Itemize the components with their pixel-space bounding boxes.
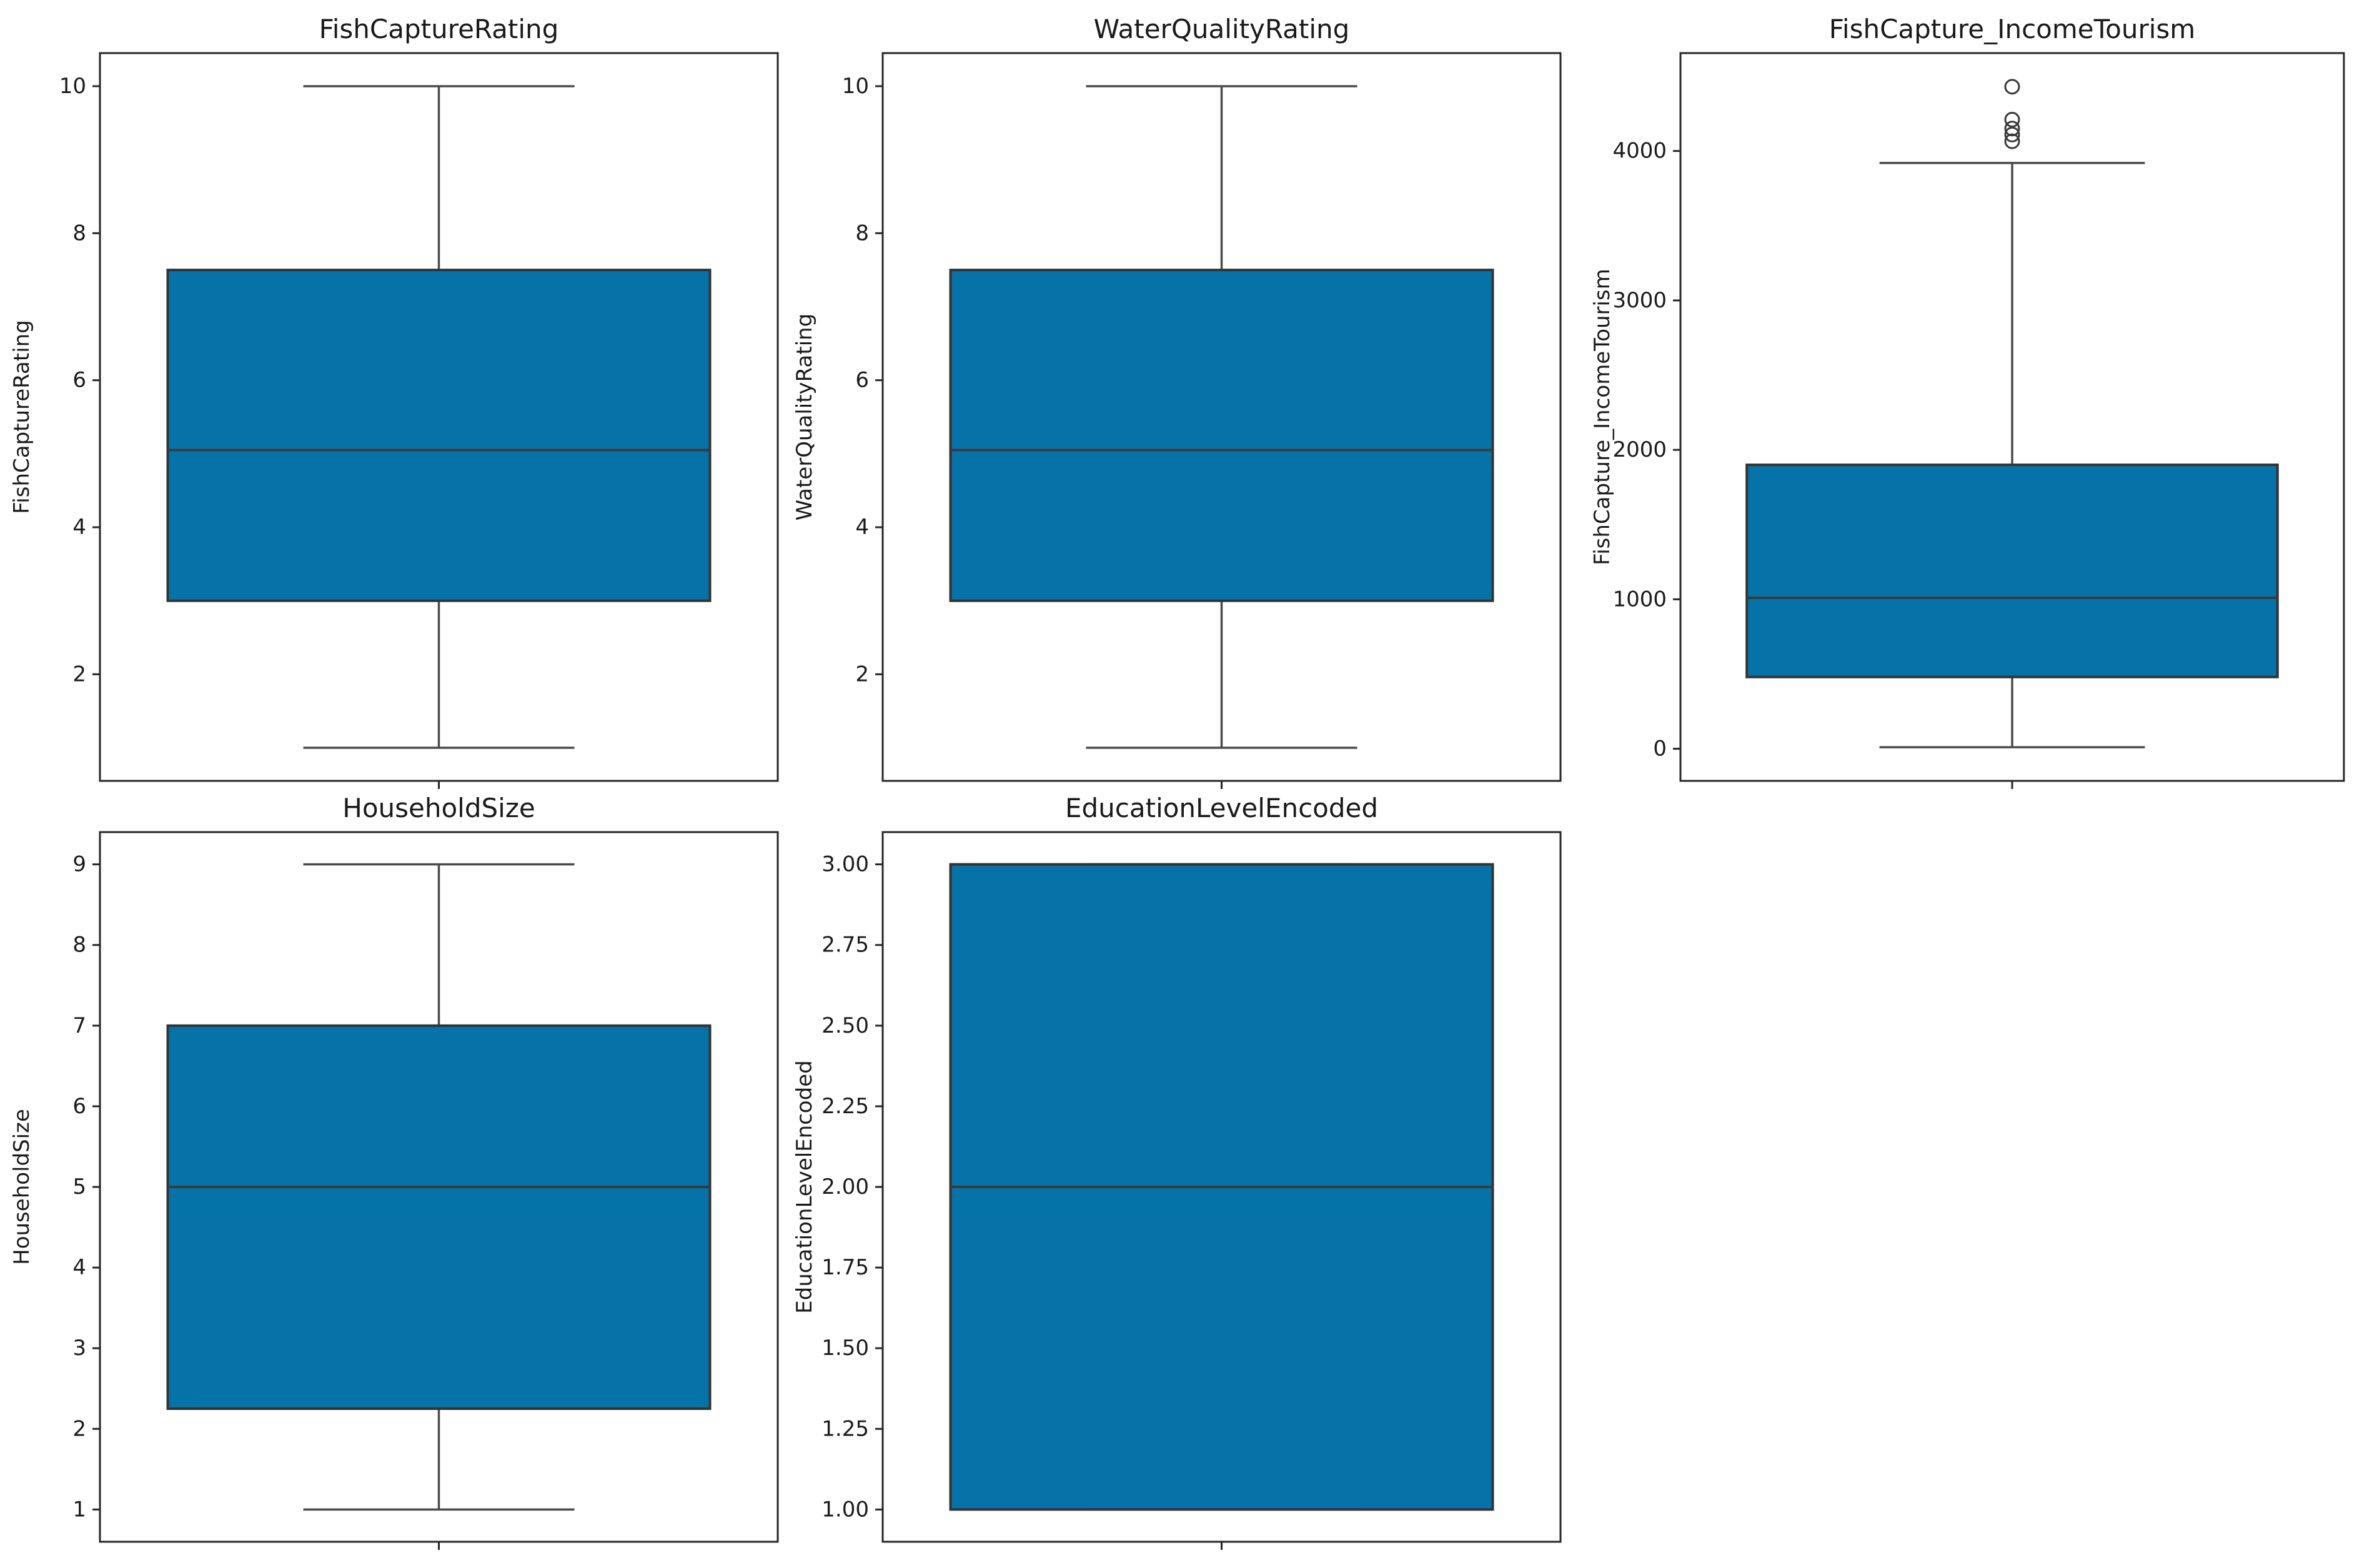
y-tick-label: 4	[855, 515, 869, 540]
y-tick-label: 7	[72, 1013, 86, 1038]
outlier-point	[2004, 133, 2020, 149]
plot-title: WaterQualityRating	[1094, 14, 1350, 44]
y-tick-label: 3.00	[821, 852, 869, 877]
subplot-fishcapture-income-tourism: FishCapture_IncomeTourism FishCapture_Inc…	[1590, 14, 2345, 789]
y-axis-label: FishCaptureRating	[9, 320, 34, 514]
plot-title: EducationLevelEncoded	[1065, 793, 1378, 823]
y-tick-label: 5	[72, 1174, 86, 1199]
y-tick-label: 4000	[1612, 139, 1667, 164]
y-tick-label: 8	[72, 221, 86, 246]
y-tick-label: 8	[72, 933, 86, 958]
axes-frame	[99, 831, 779, 1543]
iqr-box	[949, 269, 1494, 602]
iqr-box	[166, 269, 712, 602]
y-tick-label: 2.00	[821, 1174, 869, 1199]
y-axis-label: WaterQualityRating	[792, 314, 817, 521]
y-tick-label: 6	[855, 368, 869, 393]
y-tick-label: 1.00	[821, 1497, 869, 1522]
plot-title: FishCaptureRating	[319, 14, 559, 44]
plot-title: FishCapture_IncomeTourism	[1829, 14, 2195, 44]
y-tick-label: 10	[59, 74, 86, 99]
subplot-fish-capture-rating: FishCaptureRating FishCaptureRating 2 4 6 8 10	[9, 14, 779, 789]
y-tick-label: 2	[72, 662, 86, 687]
y-tick-label: 2.25	[821, 1094, 869, 1119]
y-tick-label: 1.25	[821, 1416, 869, 1441]
y-tick-label: 6	[72, 368, 86, 393]
y-tick-label: 1000	[1612, 587, 1667, 612]
subplot-water-quality-rating: WaterQualityRating WaterQualityRating 2 4 6 8…	[792, 14, 1562, 789]
axes-frame	[881, 831, 1562, 1543]
y-axis-label: FishCapture_IncomeTourism	[1590, 269, 1615, 565]
y-tick-label: 1.75	[821, 1255, 869, 1280]
outlier-point	[2004, 111, 2020, 127]
y-tick-label: 2.50	[821, 1013, 869, 1038]
plot-title: HouseholdSize	[342, 793, 535, 823]
y-tick-label: 10	[842, 74, 869, 99]
iqr-box	[1745, 464, 2279, 678]
axes-frame	[1679, 52, 2345, 782]
y-tick-label: 2000	[1612, 437, 1667, 462]
y-tick-label: 2	[72, 1416, 86, 1441]
subplot-household-size: HouseholdSize HouseholdSize 1 2 3 4 5 6 7 8 9	[9, 793, 779, 1550]
y-tick-label: 4	[72, 515, 86, 540]
axes-frame	[881, 52, 1562, 782]
y-axis-label: HouseholdSize	[9, 1109, 34, 1265]
outlier-point	[2004, 79, 2020, 95]
y-tick-label: 0	[1653, 737, 1667, 762]
y-tick-label: 1.50	[821, 1336, 869, 1361]
y-tick-label: 1	[72, 1497, 86, 1522]
y-tick-label: 2	[855, 662, 869, 687]
subplot-education-level-encoded: EducationLevelEncoded EducationLevelEncod…	[792, 793, 1562, 1550]
outlier-point	[2004, 126, 2020, 142]
y-tick-label: 3000	[1612, 288, 1667, 313]
y-tick-label: 4	[72, 1255, 86, 1280]
y-tick-label: 6	[72, 1094, 86, 1119]
y-tick-label: 2.75	[821, 933, 869, 958]
y-tick-label: 3	[72, 1336, 86, 1361]
y-tick-label: 8	[855, 221, 869, 246]
axes-frame	[99, 52, 779, 782]
outlier-point	[2004, 121, 2020, 137]
y-tick-label: 9	[72, 852, 86, 877]
iqr-box	[166, 1024, 712, 1411]
y-axis-label: EducationLevelEncoded	[792, 1060, 817, 1314]
